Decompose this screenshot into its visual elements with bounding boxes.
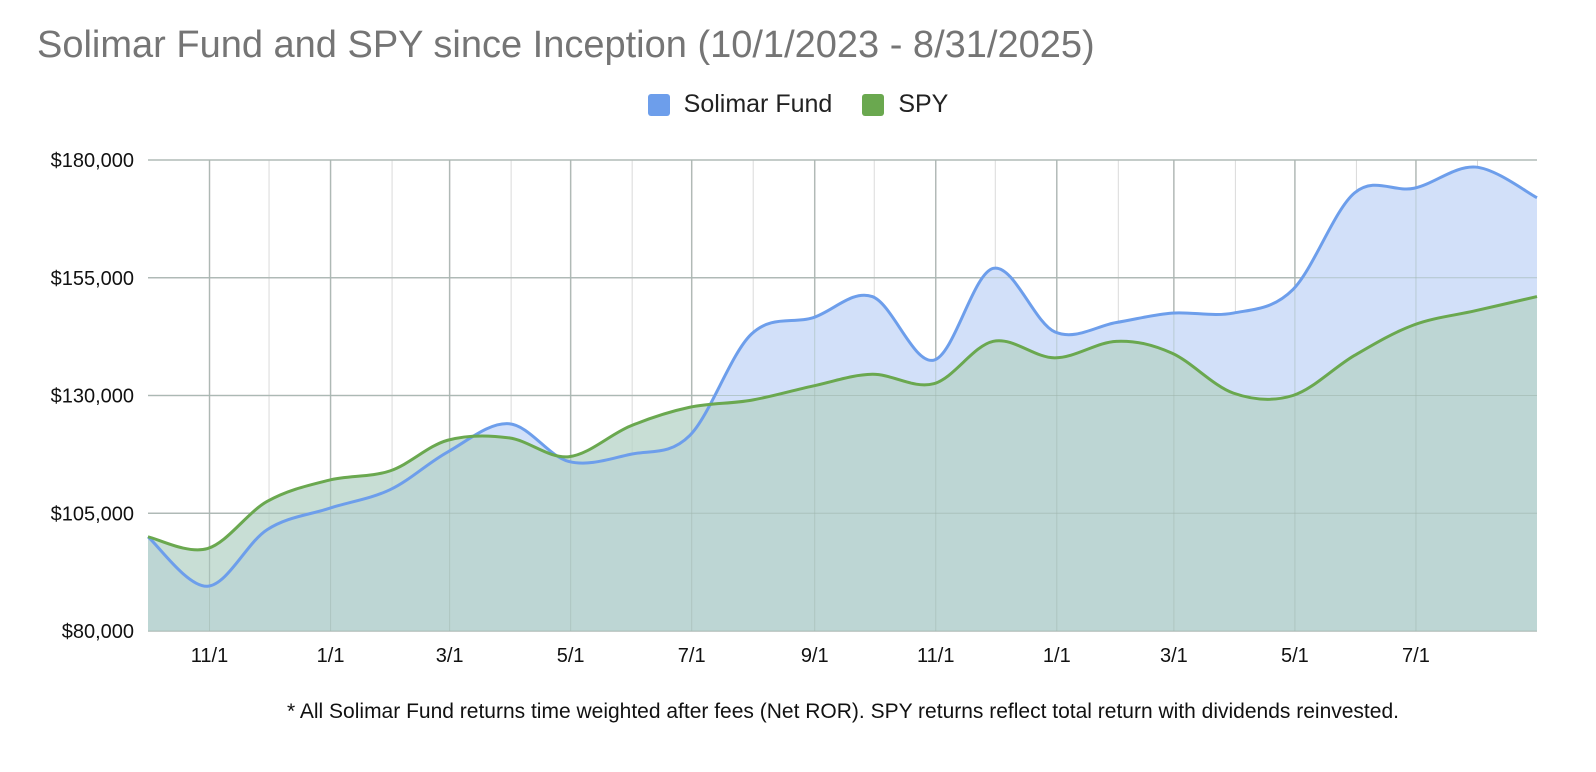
x-tick-label: 5/1 xyxy=(1281,645,1309,667)
x-tick-label: 7/1 xyxy=(1402,645,1430,667)
series-line-spy xyxy=(147,295,1538,552)
legend-item-solimar-fund[interactable]: Solimar Fund xyxy=(647,90,833,119)
legend-item-spy[interactable]: SPY xyxy=(862,90,948,119)
area-spy xyxy=(148,296,1537,631)
x-tick-label: 3/1 xyxy=(436,645,464,667)
x-tick-label: 11/1 xyxy=(191,645,228,667)
x-tick-label: 3/1 xyxy=(1160,645,1188,667)
legend-label-solimar-fund: Solimar Fund xyxy=(683,90,833,118)
chart-footnote: * All Solimar Fund returns time weighted… xyxy=(287,700,1399,723)
legend-label-spy: SPY xyxy=(898,90,949,118)
x-tick-label: 5/1 xyxy=(557,645,585,667)
x-tick-label: 9/1 xyxy=(801,645,829,667)
x-tick-label: 7/1 xyxy=(678,645,706,667)
chart-legend: Solimar Fund SPY xyxy=(0,90,1596,119)
y-tick-label: $180,000 xyxy=(51,150,134,172)
chart-title: Solimar Fund and SPY since Inception (10… xyxy=(37,24,1095,66)
x-tick-label: 1/1 xyxy=(1043,645,1071,667)
legend-swatch-spy xyxy=(862,93,885,116)
y-tick-label: $155,000 xyxy=(51,268,134,290)
y-tick-label: $130,000 xyxy=(51,386,134,408)
series-line-solimar-fund xyxy=(146,165,1538,588)
x-tick-label: 1/1 xyxy=(317,645,345,667)
legend-swatch-solimar-fund xyxy=(647,93,670,116)
y-tick-label: $105,000 xyxy=(51,503,134,525)
y-tick-label: $80,000 xyxy=(62,621,134,643)
x-tick-label: 11/1 xyxy=(917,645,954,667)
